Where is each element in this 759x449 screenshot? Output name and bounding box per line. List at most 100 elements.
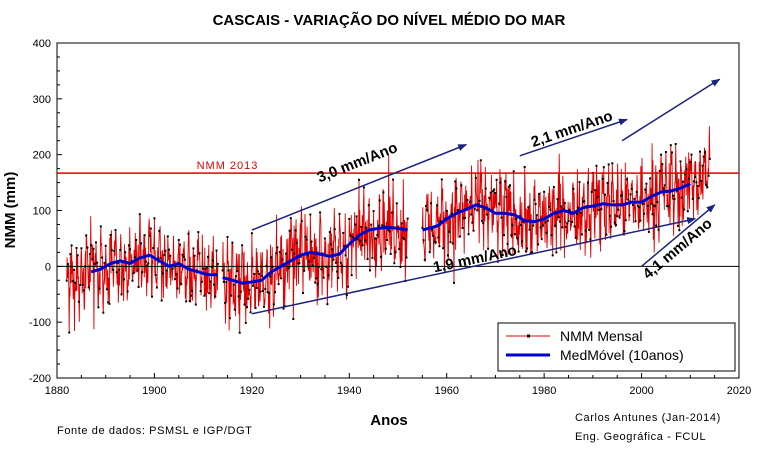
monthly-point [552,186,555,189]
monthly-point [663,184,666,187]
monthly-point [650,202,653,205]
monthly-point [645,182,648,185]
monthly-point [541,224,544,227]
monthly-point [287,267,290,270]
monthly-point [679,160,682,163]
monthly-point [510,234,513,237]
monthly-point [472,229,475,232]
monthly-point [293,252,296,255]
legend-box [497,322,736,372]
monthly-point [400,222,403,225]
monthly-point [597,209,600,211]
monthly-point [289,217,292,220]
monthly-point [639,219,642,222]
monthly-point [235,275,237,278]
monthly-point [160,299,163,302]
monthly-point [566,222,569,225]
monthly-point [169,254,172,257]
monthly-point [692,180,695,183]
monthly-point [647,230,650,233]
monthly-point [209,280,212,283]
monthly-point [112,268,114,271]
monthly-point [71,280,74,283]
monthly-point [310,240,313,243]
monthly-point [336,270,339,273]
monthly-point [394,251,397,254]
monthly-point [498,202,501,205]
monthly-point [574,236,577,239]
monthly-point [590,191,593,193]
monthly-point [615,224,617,226]
monthly-point [685,168,688,171]
monthly-point [281,258,284,261]
monthly-point [275,252,278,255]
chart-title: CASCAIS - VARIAÇÃO DO NÍVEL MÉDIO DO MAR [213,11,566,29]
monthly-point [237,295,240,298]
monthly-point [392,178,395,181]
monthly-point [652,204,655,207]
monthly-point [584,229,587,232]
monthly-point [674,143,677,145]
y-tick-label: 200 [33,150,51,162]
monthly-point [277,283,280,286]
monthly-point [151,295,153,298]
monthly-point [285,252,287,255]
monthly-point [358,178,360,181]
x-tick-label: 1940 [337,385,361,397]
monthly-point [110,249,113,252]
monthly-point [657,228,660,231]
monthly-point [137,285,140,288]
monthly-point [276,246,279,249]
monthly-point [438,245,441,248]
legend-marker-monthly [527,334,530,338]
monthly-point [317,265,320,268]
monthly-point [216,262,219,265]
monthly-point [194,303,197,306]
monthly-point [401,236,404,239]
monthly-point [559,220,561,223]
monthly-point [483,208,486,211]
monthly-point [347,285,350,288]
monthly-point [428,251,431,254]
monthly-point [306,254,309,257]
monthly-point [323,237,326,240]
monthly-point [524,250,527,253]
monthly-point [429,202,432,205]
monthly-point [232,283,235,286]
monthly-point [222,280,225,283]
monthly-point [532,224,535,227]
monthly-point [431,228,434,231]
monthly-point [684,173,687,176]
monthly-point [116,262,119,265]
monthly-point [80,247,83,250]
monthly-point [127,244,130,247]
y-tick-label: 0 [45,261,51,273]
monthly-point [677,225,680,227]
monthly-point [362,186,365,189]
monthly-point [259,290,262,293]
monthly-point [423,258,426,261]
monthly-point [643,212,645,215]
monthly-point [264,288,267,290]
monthly-series-points-0 [65,213,219,334]
monthly-point [436,204,438,207]
monthly-point [300,220,303,223]
monthly-point [372,210,375,213]
data-source-note: Fonte de dados: PSMSL e IGP/DGT [57,425,253,437]
monthly-point [82,289,85,292]
monthly-point [573,225,576,228]
monthly-point [507,185,510,188]
monthly-point [550,234,553,237]
monthly-point [133,256,136,259]
monthly-point [587,181,589,184]
monthly-point [389,252,392,255]
monthly-point [557,216,560,219]
monthly-point [239,290,242,293]
monthly-point [316,283,319,286]
monthly-point [113,250,116,252]
monthly-point [513,233,516,236]
monthly-point [146,264,149,267]
monthly-point [87,286,90,289]
monthly-point [708,157,711,160]
monthly-point [375,237,378,240]
